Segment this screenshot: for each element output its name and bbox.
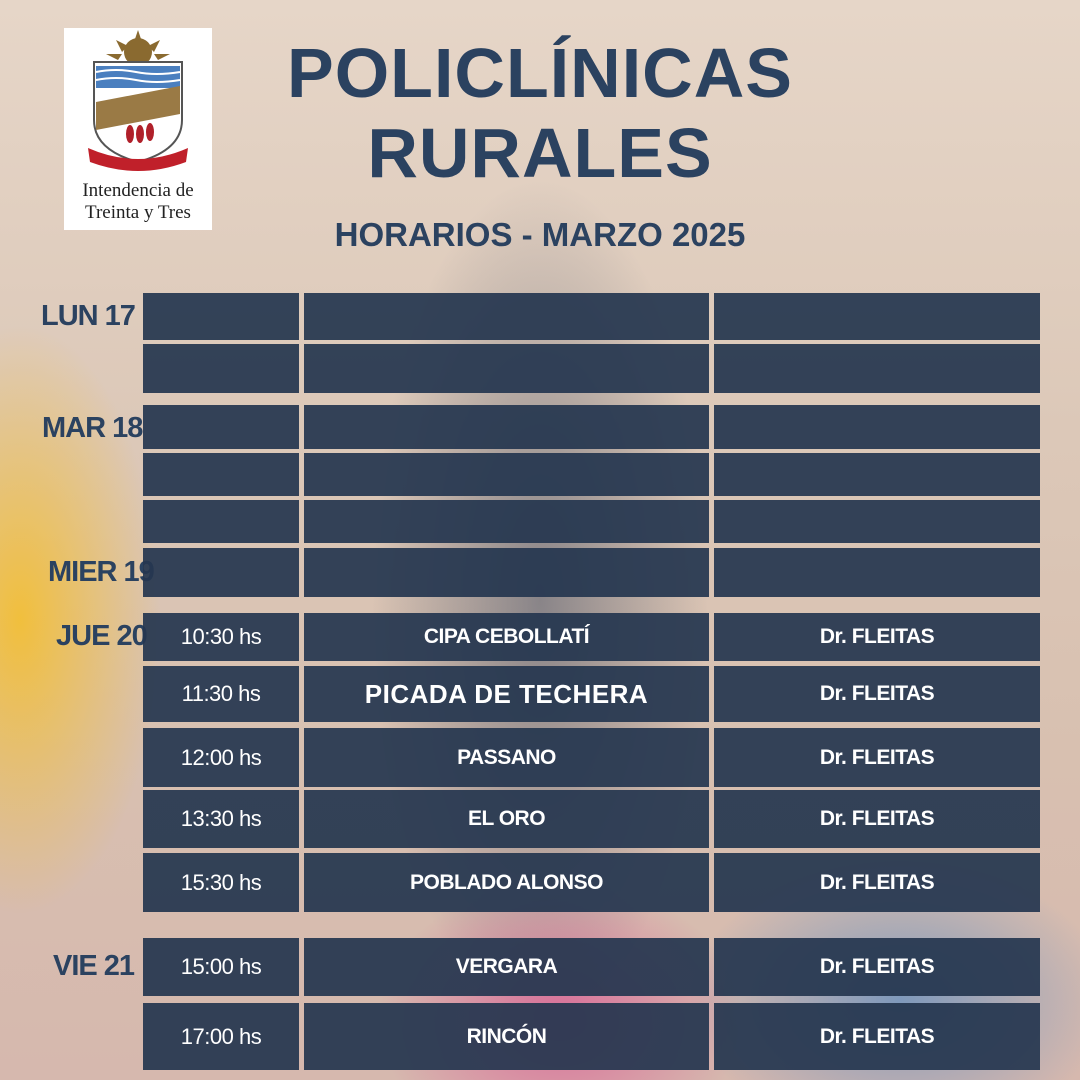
day-label: LUN 17 (41, 300, 136, 332)
time-cell: 11:30 hs (143, 666, 299, 722)
title-line-1: POLICLÍNICAS (287, 34, 793, 112)
place-cell: EL ORO (304, 790, 709, 848)
place-cell (304, 405, 709, 449)
time-cell (143, 293, 299, 340)
doctor-cell (714, 453, 1040, 496)
place-cell (304, 548, 709, 597)
logo-line-2: Treinta y Tres (85, 202, 191, 223)
title-line-2: RURALES (367, 114, 713, 192)
doctor-cell: Dr. FLEITAS (714, 938, 1040, 996)
coat-of-arms-icon (88, 30, 188, 171)
place-cell: CIPA CEBOLLATÍ (304, 613, 709, 661)
place-cell: PICADA DE TECHERA (304, 666, 709, 722)
time-cell: 17:00 hs (143, 1003, 299, 1070)
place-cell: PASSANO (304, 728, 709, 787)
doctor-cell: Dr. FLEITAS (714, 853, 1040, 912)
doctor-cell: Dr. FLEITAS (714, 1003, 1040, 1070)
place-cell (304, 344, 709, 393)
place-cell (304, 500, 709, 543)
day-label: VIE 21 (53, 950, 135, 982)
doctor-cell (714, 500, 1040, 543)
doctor-cell: Dr. FLEITAS (714, 666, 1040, 722)
time-cell: 12:00 hs (143, 728, 299, 787)
place-cell (304, 453, 709, 496)
time-cell (143, 405, 299, 449)
place-cell: VERGARA (304, 938, 709, 996)
doctor-cell (714, 344, 1040, 393)
doctor-cell: Dr. FLEITAS (714, 728, 1040, 787)
time-cell (143, 453, 299, 496)
time-cell: 10:30 hs (143, 613, 299, 661)
place-cell: POBLADO ALONSO (304, 853, 709, 912)
doctor-cell (714, 548, 1040, 597)
day-label: JUE 20 (56, 620, 148, 652)
time-cell (143, 344, 299, 393)
doctor-cell (714, 405, 1040, 449)
time-cell (143, 548, 299, 597)
time-cell (143, 500, 299, 543)
intendencia-logo: Intendencia de Treinta y Tres (64, 28, 212, 230)
day-label: MIER 19 (48, 556, 155, 588)
place-cell: RINCÓN (304, 1003, 709, 1070)
time-cell: 15:30 hs (143, 853, 299, 912)
subtitle: HORARIOS - MARZO 2025 (334, 216, 746, 253)
place-cell (304, 293, 709, 340)
day-label: MAR 18 (42, 412, 143, 444)
time-cell: 15:00 hs (143, 938, 299, 996)
logo-line-1: Intendencia de (82, 180, 194, 201)
doctor-cell: Dr. FLEITAS (714, 613, 1040, 661)
time-cell: 13:30 hs (143, 790, 299, 848)
doctor-cell (714, 293, 1040, 340)
doctor-cell: Dr. FLEITAS (714, 790, 1040, 848)
